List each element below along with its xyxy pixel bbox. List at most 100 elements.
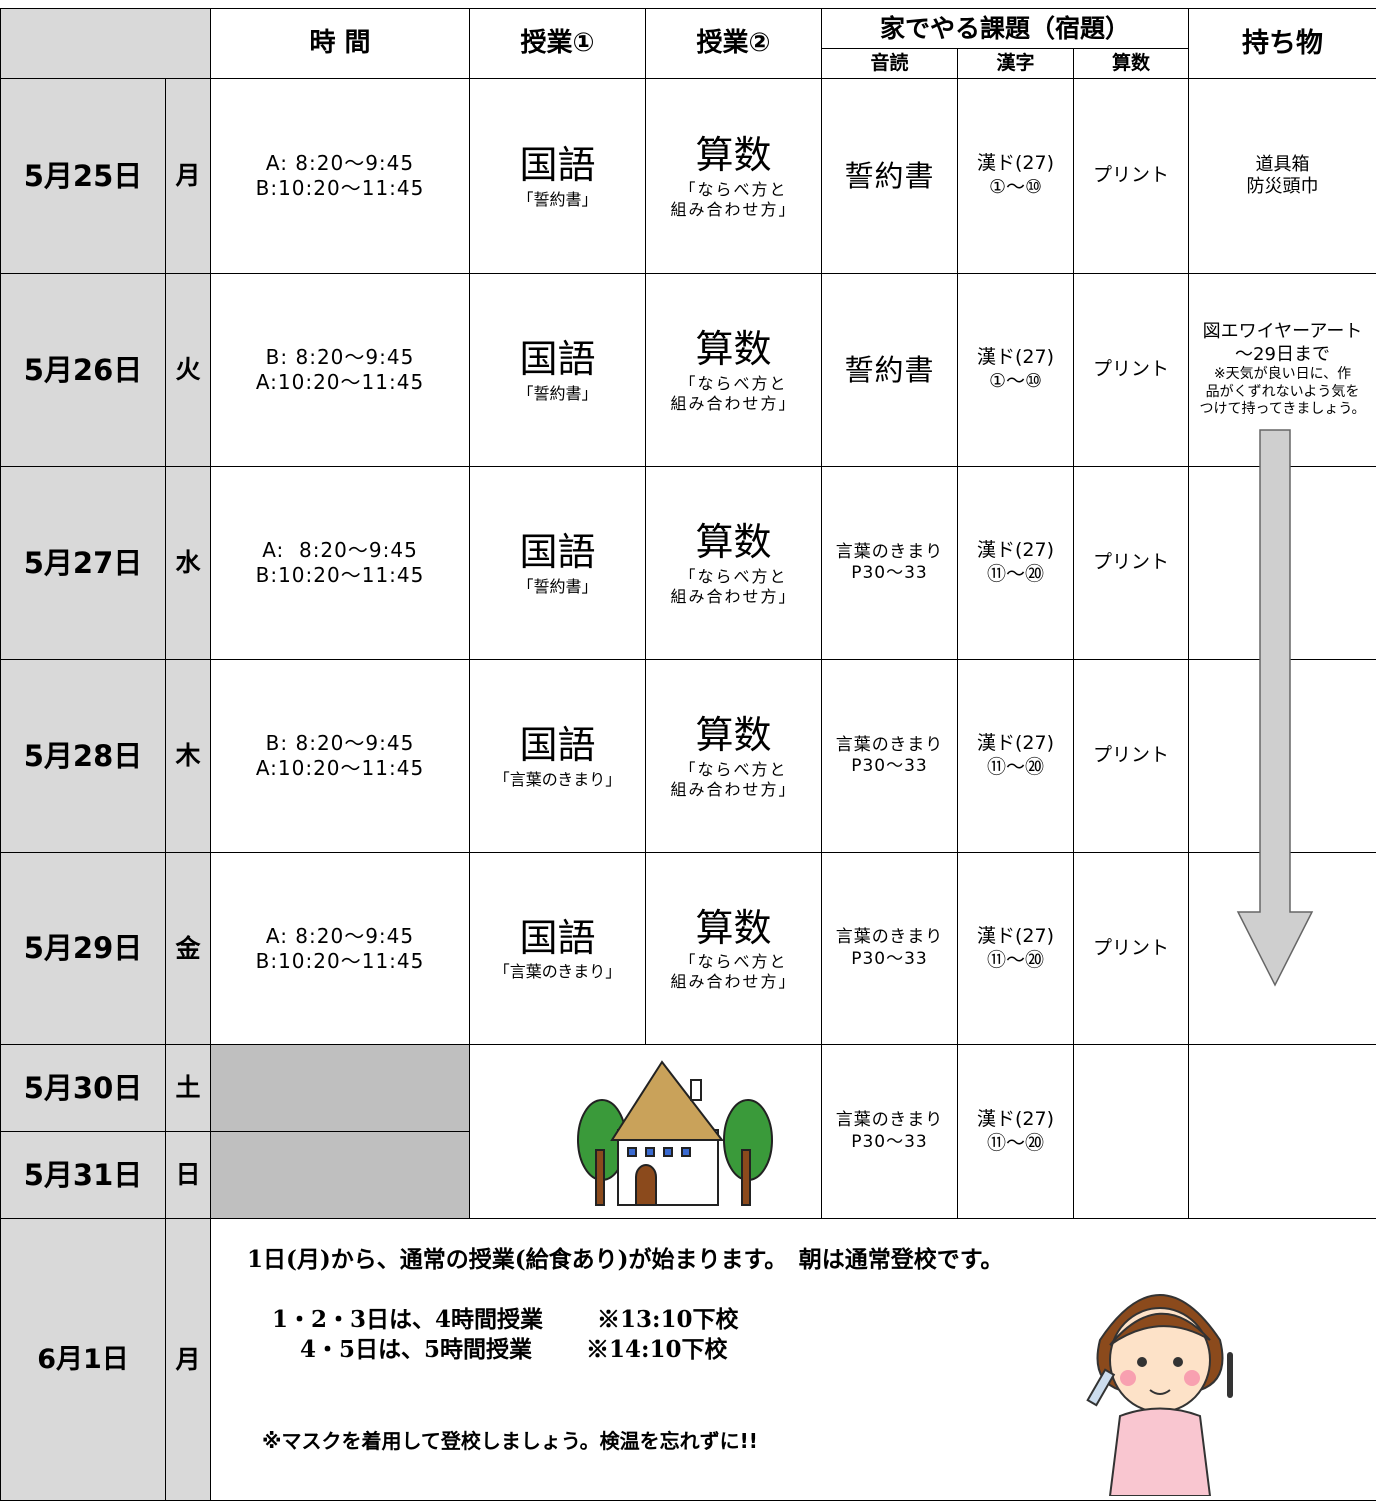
- cell-text: ①～⑩: [988, 176, 1043, 198]
- cell-text: 組み合わせ方」: [670, 393, 797, 413]
- header-cell: 持ち物: [1188, 8, 1376, 79]
- cell-text: 「言葉のきまり」: [493, 962, 622, 982]
- cell-text: プリント: [1092, 936, 1169, 959]
- cell-text: 「ならべ方と: [679, 179, 788, 199]
- cell-text: A:10:20～11:45: [255, 370, 425, 394]
- cell-text: 火: [175, 355, 201, 385]
- cell-text: 「ならべ方と: [679, 952, 788, 972]
- items-cell: 図エワイヤーアート ～29日まで ※天気が良い日に、作 品がくずれないよう気を つけて持…: [1188, 273, 1376, 467]
- cell-text: P30～33: [851, 948, 928, 969]
- date-cell: 5月28日: [0, 659, 166, 853]
- day-cell: 火: [165, 273, 211, 467]
- cell-text: 家でやる課題（宿題）: [879, 13, 1130, 43]
- cell-text: つけて持ってきましょう。: [1199, 401, 1366, 418]
- time-cell: A: 8:20～9:45 B:10:20～11:45: [210, 466, 470, 660]
- reading-cell: 言葉のきまり P30～33: [821, 852, 958, 1045]
- time-cell: [210, 1131, 470, 1219]
- cell-text: 5月31日: [23, 1157, 143, 1192]
- time-cell: B: 8:20～9:45 A:10:20～11:45: [210, 273, 470, 467]
- cell-text: プリント: [1092, 358, 1169, 381]
- day-cell: 木: [165, 659, 211, 853]
- class1-cell: 国語 「誓約書」: [469, 466, 646, 660]
- math-cell: [1073, 1044, 1189, 1219]
- date-cell: 5月25日: [0, 78, 166, 274]
- time-cell: A: 8:20～9:45 B:10:20～11:45: [210, 852, 470, 1045]
- kanji-cell: 漢ド(27) ⑪～⑳: [957, 1044, 1074, 1219]
- math-cell: プリント: [1073, 78, 1189, 274]
- class2-cell: 算数 「ならべ方と 組み合わせ方」: [645, 466, 822, 660]
- class2-cell: 算数 「ならべ方と 組み合わせ方」: [645, 78, 822, 274]
- header-cell: 家でやる課題（宿題）: [821, 8, 1189, 49]
- kanji-cell: 漢ド(27) ⑪～⑳: [957, 852, 1074, 1045]
- class-cell: [469, 1044, 822, 1219]
- cell-text: 「ならべ方と: [679, 373, 788, 393]
- cell-text: A: 8:20～9:45: [262, 538, 418, 562]
- items-cell: 道具箱 防災頭巾: [1188, 78, 1376, 274]
- math-cell: プリント: [1073, 273, 1189, 467]
- cell-text: ⑪～⑳: [986, 948, 1044, 971]
- cell-text: 「ならべ方と: [679, 566, 788, 586]
- class1-cell: 国語 「言葉のきまり」: [469, 852, 646, 1045]
- cell-text: P30～33: [851, 563, 928, 583]
- cell-text: A: 8:20～9:45: [265, 151, 415, 175]
- time-cell: B: 8:20～9:45 A:10:20～11:45: [210, 659, 470, 853]
- cell-text: 算数: [695, 713, 772, 758]
- time-cell: A: 8:20～9:45 B:10:20～11:45: [210, 78, 470, 274]
- cell-text: 言葉のきまり: [835, 734, 944, 755]
- class1-cell: 国語 「誓約書」: [469, 273, 646, 467]
- cell-text: B:10:20～11:45: [255, 176, 425, 200]
- cell-text: 誓約書: [844, 352, 935, 387]
- cell-text: 国語: [519, 143, 596, 188]
- cell-text: 品がくずれないよう気を: [1205, 383, 1360, 400]
- cell-text: ⑪～⑳: [986, 1131, 1044, 1154]
- cell-text: プリント: [1092, 551, 1169, 574]
- cell-text: 「誓約書」: [517, 189, 598, 209]
- cell-text: 日: [175, 1160, 201, 1190]
- items-cell: [1188, 1044, 1376, 1219]
- date-cell: 5月29日: [0, 852, 166, 1045]
- cell-text: 5月25日: [23, 158, 143, 193]
- cell-text: 月: [175, 1344, 201, 1374]
- items-cell: [1188, 852, 1376, 1045]
- cell-text: 授業①: [520, 28, 595, 59]
- cell-text: 漢字: [996, 51, 1035, 74]
- cell-text: B: 8:20～9:45: [265, 731, 415, 755]
- reading-cell: 言葉のきまり P30～33: [821, 659, 958, 853]
- cell-text: 「ならべ方と: [679, 759, 788, 779]
- items-cell: [1188, 466, 1376, 660]
- math-cell: プリント: [1073, 852, 1189, 1045]
- cell-text: 図エワイヤーアート: [1202, 321, 1363, 343]
- cell-text: A:10:20～11:45: [255, 756, 425, 780]
- cell-text: 音読: [870, 51, 909, 74]
- date-cell: 5月31日: [0, 1131, 166, 1219]
- date-cell: 5月30日: [0, 1044, 166, 1132]
- cell-text: 漢ド(27): [976, 539, 1054, 562]
- cell-text: 「誓約書」: [517, 576, 598, 596]
- cell-text: 組み合わせ方」: [670, 779, 797, 799]
- cell-text: 言葉のきまり: [835, 541, 944, 562]
- cell-text: 漢ド(27): [976, 152, 1054, 175]
- math-cell: プリント: [1073, 466, 1189, 660]
- class2-cell: 算数 「ならべ方と 組み合わせ方」: [645, 273, 822, 467]
- header-cell: 授業①: [469, 8, 646, 79]
- header-cell: 音読: [821, 48, 958, 79]
- header-corner: [0, 8, 211, 79]
- kanji-cell: 漢ド(27) ①～⑩: [957, 273, 1074, 467]
- cell-text: 「誓約書」: [517, 383, 598, 403]
- cell-text: 言葉のきまり: [835, 1110, 944, 1131]
- cell-text: 6月1日: [37, 1343, 129, 1375]
- notice-line: 1日(月)から、通常の授業(給食あり)が始まります。 朝は通常登校です。: [247, 1246, 1004, 1273]
- cell-text: 組み合わせ方」: [670, 586, 797, 606]
- header-cell: 時 間: [210, 8, 470, 79]
- cell-text: 言葉のきまり: [835, 927, 944, 948]
- cell-text: P30～33: [851, 756, 928, 776]
- cell-text: 国語: [519, 915, 596, 960]
- cell-text: 算数: [695, 133, 772, 178]
- reading-cell: 言葉のきまり P30～33: [821, 1044, 958, 1219]
- cell-text: 国語: [519, 723, 596, 768]
- class2-cell: 算数 「ならべ方と 組み合わせ方」: [645, 659, 822, 853]
- cell-text: 5月30日: [23, 1070, 143, 1105]
- reading-cell: 誓約書: [821, 273, 958, 467]
- notice-line: ※マスクを着用して登校しましょう。検温を忘れずに!!: [262, 1429, 758, 1453]
